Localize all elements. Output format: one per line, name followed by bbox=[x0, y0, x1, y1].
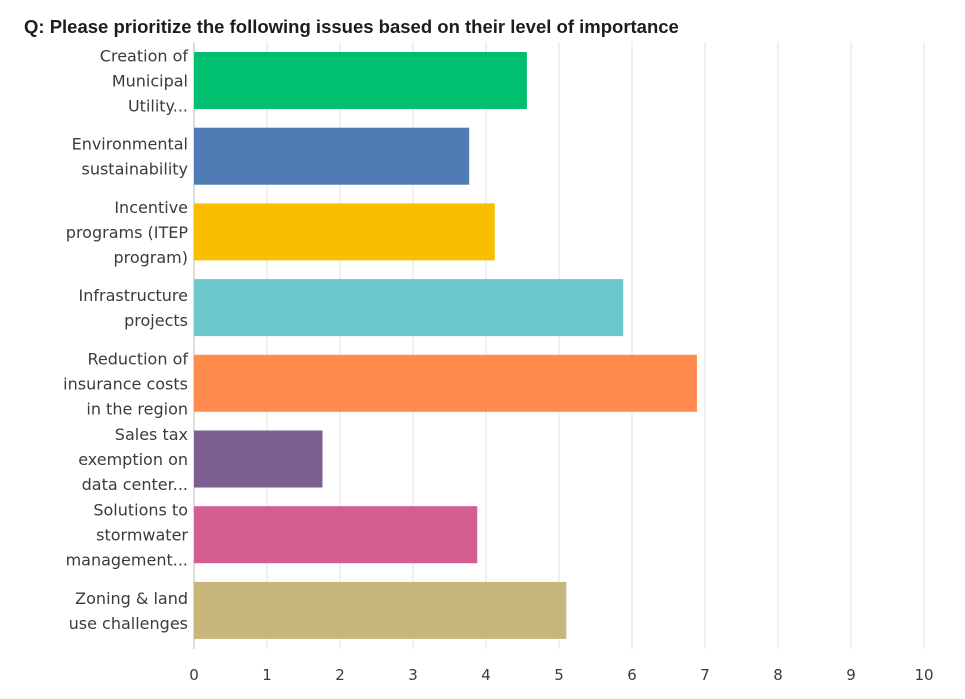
x-axis-ticks: 0 1 2 3 4 5 6 7 8 9 10 bbox=[189, 666, 933, 684]
bar-2 bbox=[194, 127, 470, 185]
bar-6 bbox=[194, 430, 323, 488]
x-tick-label-3: 3 bbox=[408, 666, 418, 684]
bar-1 bbox=[194, 52, 527, 109]
category-label-4: Infrastructure projects bbox=[79, 286, 188, 330]
x-tick-label-5: 5 bbox=[554, 666, 564, 684]
x-tick-label-1: 1 bbox=[262, 666, 272, 684]
x-tick-label-0: 0 bbox=[189, 666, 199, 684]
x-tick-label-10: 10 bbox=[914, 666, 933, 684]
category-label-8: Zoning & land use challenges bbox=[69, 589, 188, 633]
category-label-5: Reduction of insurance costs in the region bbox=[63, 349, 188, 418]
category-label-6: Sales tax exemption on data center... bbox=[78, 425, 188, 494]
category-label-1: Creation of Municipal Utility... bbox=[100, 47, 189, 116]
category-label-2: Environmental sustainability bbox=[72, 135, 188, 179]
category-label-3: Incentive programs (ITEP program) bbox=[66, 198, 189, 267]
x-tick-label-9: 9 bbox=[846, 666, 856, 684]
bar-7 bbox=[194, 506, 478, 564]
category-labels: Creation of Municipal Utility... Environmen… bbox=[63, 47, 188, 633]
chart-title: Q: Please prioritize the following issue… bbox=[24, 16, 679, 37]
bar-4 bbox=[194, 279, 624, 337]
bar-5 bbox=[194, 354, 697, 412]
x-tick-label-7: 7 bbox=[700, 666, 710, 684]
x-tick-label-2: 2 bbox=[335, 666, 345, 684]
bars bbox=[194, 52, 697, 639]
bar-3 bbox=[194, 203, 495, 261]
x-tick-label-6: 6 bbox=[627, 666, 637, 684]
bar-8 bbox=[194, 581, 567, 639]
category-label-7: Solutions to stormwater management... bbox=[66, 501, 189, 570]
x-tick-label-8: 8 bbox=[773, 666, 783, 684]
x-tick-label-4: 4 bbox=[481, 666, 491, 684]
